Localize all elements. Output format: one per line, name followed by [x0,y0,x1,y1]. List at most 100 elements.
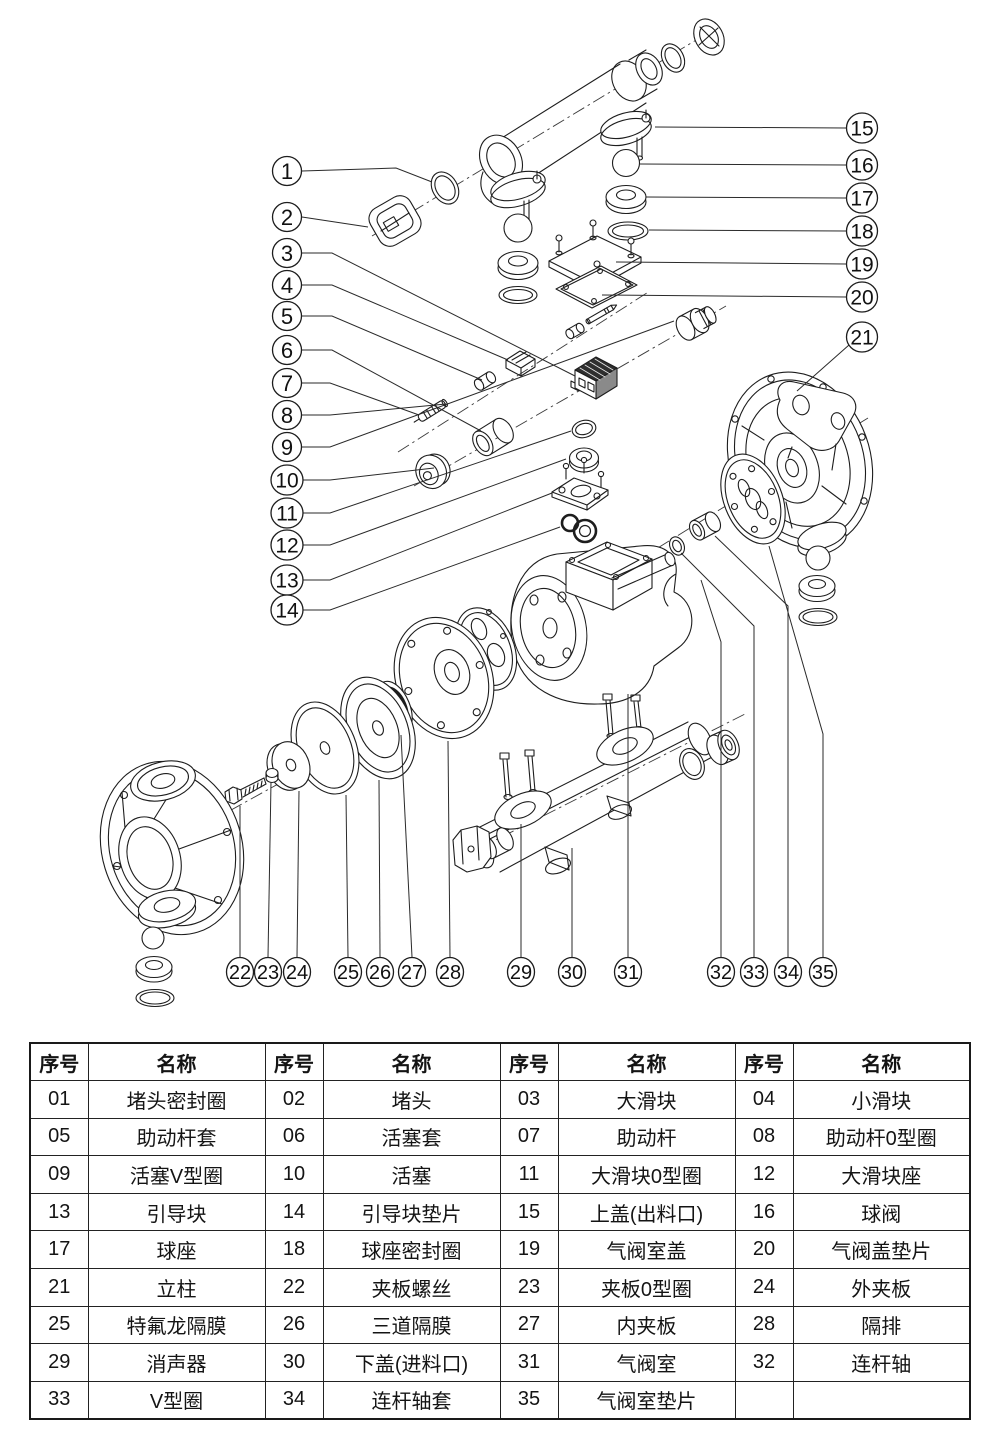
callout-35: 35 [808,956,838,988]
svg-text:9: 9 [281,435,293,460]
part-no-cell: 05 [29,1117,89,1157]
part-no-cell: 28 [734,1305,794,1345]
booster-rod-part [413,398,448,423]
svg-text:15: 15 [850,118,873,141]
part-name-cell: 气阀室垫片 [557,1380,736,1420]
part-no-cell: 07 [499,1117,559,1157]
callout-18: 18 [845,215,879,247]
callout-14: 14 [270,594,304,626]
callout-23: 23 [253,956,283,988]
upper-manifold-part [478,49,663,225]
outlet-oring-part [660,43,686,73]
part-name-cell: 三道隔膜 [322,1305,501,1345]
svg-text:1: 1 [281,159,293,184]
part-no-cell: 10 [264,1155,324,1194]
leader-line-6 [302,349,482,432]
part-name-cell: 引导块 [87,1192,266,1232]
svg-text:16: 16 [850,155,873,178]
callout-21: 21 [845,321,879,353]
callout-12: 12 [270,529,304,561]
callout-11: 11 [270,497,304,529]
part-no-cell: 19 [499,1230,559,1270]
callout-8: 8 [271,399,303,431]
svg-text:32: 32 [710,962,732,984]
guide-gasket-part [560,513,598,544]
part-name-cell: 外夹板 [792,1268,971,1307]
part-name-cell: 活塞套 [322,1117,501,1157]
leader-line-13 [303,492,553,581]
svg-text:20: 20 [850,287,873,310]
callout-34: 34 [773,956,803,988]
callout-1: 1 [271,155,303,187]
table-row: 21 立柱 22 夹板螺丝 23 夹板0型圈 24 外夹板 [29,1268,971,1307]
part-name-cell: 内夹板 [557,1305,736,1345]
leader-line-21 [796,344,850,392]
leader-line-20 [601,294,847,298]
leader-lines [239,126,850,958]
svg-text:18: 18 [850,221,873,244]
part-name-cell: 堵头 [322,1080,501,1119]
callout-33: 33 [739,956,769,988]
clamp-bolt-part [224,777,267,805]
leader-line-2 [301,216,369,228]
part-no-cell: 04 [734,1080,794,1119]
part-name-cell: 消声器 [87,1343,266,1382]
outlet-cap-part [693,18,725,56]
table-row: 17 球座 18 球座密封圈 19 气阀室盖 20 气阀盖垫片 [29,1230,971,1270]
part-no-cell: 23 [499,1268,559,1307]
callout-19: 19 [845,248,879,280]
leader-line-4 [302,284,509,361]
table-row: 05 助动杆套 06 活塞套 07 助动杆 08 助动杆0型圈 [29,1117,971,1157]
leader-line-9 [302,320,675,448]
header-part-name: 名称 [87,1042,266,1082]
part-name-cell: 连杆轴 [792,1343,971,1382]
callout-16: 16 [845,149,879,181]
part-no-cell: 03 [499,1080,559,1119]
svg-text:2: 2 [281,205,293,230]
left-pump-housing [99,760,245,1008]
piston-sleeve-part [472,417,514,457]
leader-line-8 [302,403,447,416]
header-seq-no: 序号 [29,1042,89,1082]
leader-line-5 [302,315,483,381]
leader-line-26 [378,779,381,958]
air-valve-cover-gasket-part [555,265,638,309]
callout-7: 7 [271,367,303,399]
svg-text:33: 33 [743,962,765,984]
small-slide-block-part [505,350,536,377]
leader-line-12 [303,458,567,546]
part-name-cell: 球阀 [792,1192,971,1232]
callout-31: 31 [613,956,643,988]
table-row: 01 堵头密封圈 02 堵头 03 大滑块 04 小滑块 [29,1080,971,1119]
part-no-cell: 22 [264,1268,324,1307]
part-no-cell: 08 [734,1117,794,1157]
part-name-cell: 特氟龙隔膜 [87,1305,266,1345]
svg-text:3: 3 [281,241,293,266]
svg-text:17: 17 [850,188,873,211]
pilot-rod-part [585,304,618,325]
part-no-cell: 18 [264,1230,324,1270]
svg-text:30: 30 [561,962,583,984]
svg-text:13: 13 [275,570,298,593]
part-no-cell: 33 [29,1380,89,1420]
part-name-cell [792,1380,971,1420]
part-name-cell: 球座 [87,1230,266,1270]
part-name-cell: 连杆轴套 [322,1380,501,1420]
part-no-cell: 17 [29,1230,89,1270]
slide-oring-part [571,419,597,439]
leader-line-10 [303,467,435,481]
svg-text:34: 34 [777,962,799,984]
svg-text:6: 6 [281,338,293,363]
leader-line-32 [700,579,722,957]
part-name-cell: 小滑块 [792,1080,971,1119]
leader-line-35 [768,545,824,957]
part-name-cell: 活塞V型圈 [87,1155,266,1194]
ball-set-right [605,148,649,241]
piston-part [675,306,717,341]
part-name-cell: 助动杆 [557,1117,736,1157]
svg-text:26: 26 [369,962,391,984]
parts-layer [99,18,874,1008]
